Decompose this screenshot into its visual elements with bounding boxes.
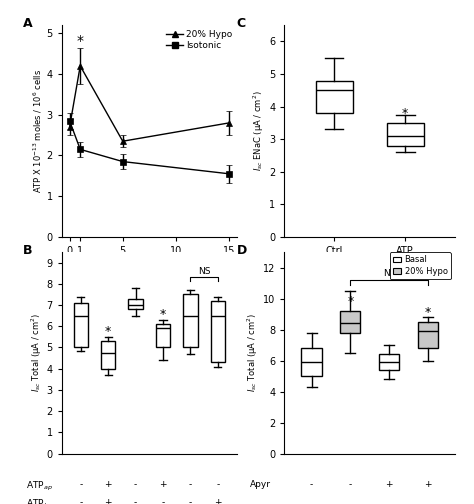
- PathPatch shape: [379, 354, 399, 370]
- PathPatch shape: [156, 324, 170, 347]
- Text: -: -: [79, 480, 82, 489]
- X-axis label: Time (min): Time (min): [123, 259, 176, 269]
- Text: *: *: [160, 308, 166, 321]
- PathPatch shape: [210, 301, 225, 362]
- Text: -: -: [134, 480, 137, 489]
- Text: *: *: [77, 34, 84, 47]
- Text: ATP$_{ap}$: ATP$_{ap}$: [26, 480, 53, 493]
- PathPatch shape: [101, 341, 115, 369]
- Text: +: +: [214, 498, 221, 504]
- Legend: 20% Hypo, Isotonic: 20% Hypo, Isotonic: [166, 30, 232, 50]
- Legend: Basal, 20% Hypo: Basal, 20% Hypo: [390, 252, 451, 279]
- Y-axis label: $I_{sc}$ Total (μA / cm$^{2}$): $I_{sc}$ Total (μA / cm$^{2}$): [29, 313, 44, 393]
- Y-axis label: $I_{sc}$ Total (μA / cm$^{2}$): $I_{sc}$ Total (μA / cm$^{2}$): [246, 313, 260, 393]
- Text: -: -: [134, 498, 137, 504]
- Text: -: -: [161, 498, 164, 504]
- Text: *: *: [347, 295, 354, 308]
- PathPatch shape: [73, 303, 88, 347]
- Text: -: -: [79, 498, 82, 504]
- Text: -: -: [189, 498, 192, 504]
- Text: B: B: [23, 244, 33, 257]
- Text: +: +: [385, 480, 393, 489]
- Text: -: -: [349, 480, 352, 489]
- Text: *: *: [402, 107, 409, 120]
- Text: +: +: [424, 480, 432, 489]
- Text: Apyr: Apyr: [250, 480, 271, 489]
- Text: -: -: [189, 480, 192, 489]
- Text: *: *: [105, 325, 111, 338]
- Y-axis label: ATP X 10$^{-13}$ moles / 10$^{6}$ cells: ATP X 10$^{-13}$ moles / 10$^{6}$ cells: [31, 69, 44, 193]
- Text: +: +: [104, 498, 112, 504]
- PathPatch shape: [418, 322, 438, 348]
- Text: NS: NS: [198, 268, 210, 276]
- Text: +: +: [104, 480, 112, 489]
- Text: *: *: [425, 306, 431, 319]
- Text: A: A: [23, 17, 33, 30]
- PathPatch shape: [387, 123, 424, 146]
- Text: C: C: [237, 17, 246, 30]
- PathPatch shape: [301, 348, 322, 376]
- Text: -: -: [216, 480, 219, 489]
- Text: ATP$_{ba}$: ATP$_{ba}$: [26, 498, 53, 504]
- Text: +: +: [159, 480, 167, 489]
- Text: D: D: [237, 244, 247, 257]
- PathPatch shape: [316, 81, 353, 113]
- PathPatch shape: [183, 294, 198, 347]
- PathPatch shape: [128, 299, 143, 309]
- Text: -: -: [310, 480, 313, 489]
- Text: NS: NS: [383, 269, 395, 278]
- PathPatch shape: [340, 311, 360, 333]
- Y-axis label: $I_{sc}$ ENaC (μA / cm$^{2}$): $I_{sc}$ ENaC (μA / cm$^{2}$): [252, 91, 266, 171]
